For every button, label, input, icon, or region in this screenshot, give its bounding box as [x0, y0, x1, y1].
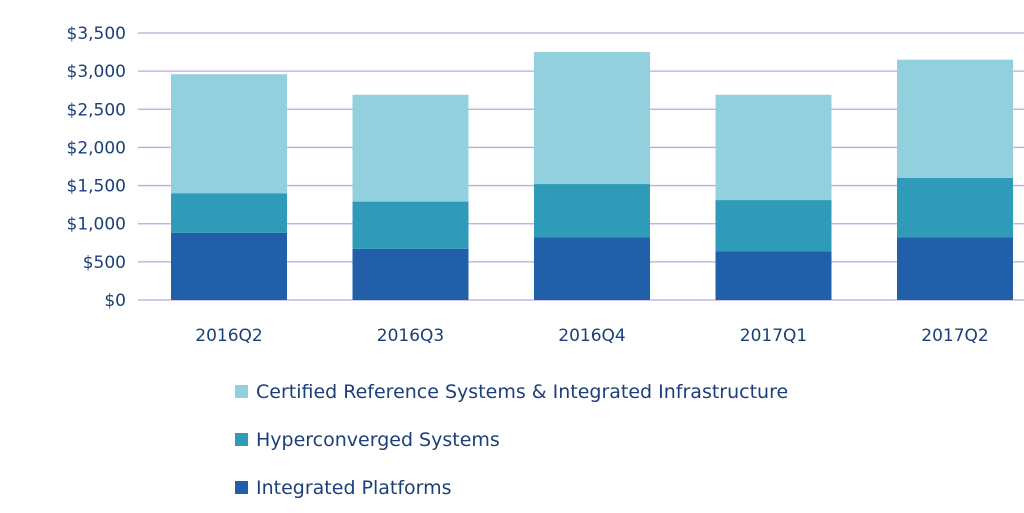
- bar-segment: [352, 94, 469, 202]
- y-tick-label: $1,500: [67, 177, 126, 197]
- bar-segment: [352, 248, 469, 300]
- bar-segment: [171, 74, 287, 194]
- bar-segment: [897, 59, 1013, 178]
- bar-segment: [715, 94, 832, 201]
- y-tick-label: $500: [83, 253, 126, 273]
- y-tick-label: $0: [104, 291, 126, 311]
- bar-segment: [897, 237, 1013, 300]
- x-axis: 2016Q2 2016Q3 2016Q4 2017Q1 2017Q2: [195, 326, 988, 346]
- bar-segment: [534, 52, 650, 185]
- bar-segment: [897, 177, 1013, 238]
- legend-swatch: [235, 433, 248, 446]
- legend-item-label: Integrated Platforms: [256, 477, 452, 499]
- y-tick-label: $1,000: [67, 215, 126, 235]
- legend: Certified Reference Systems & Integrated…: [235, 381, 788, 499]
- legend-item-label: Hyperconverged Systems: [256, 429, 500, 451]
- y-tick-label: $3,500: [67, 24, 126, 44]
- legend-item-label: Certified Reference Systems & Integrated…: [256, 381, 788, 403]
- x-tick-label: 2016Q3: [377, 326, 444, 346]
- bar-segment: [715, 200, 832, 252]
- x-tick-label: 2016Q2: [195, 326, 262, 346]
- y-tick-label: $3,000: [67, 62, 126, 82]
- y-tick-label: $2,500: [67, 100, 126, 120]
- x-tick-label: 2016Q4: [558, 326, 625, 346]
- y-axis: $0 $500 $1,000 $1,500 $2,000 $2,500 $3,000 $3,5…: [67, 24, 126, 311]
- y-tick-label: $2,000: [67, 138, 126, 158]
- x-tick-label: 2017Q2: [921, 326, 988, 346]
- legend-swatch: [235, 385, 248, 398]
- bar-segment: [352, 201, 469, 249]
- bar-segment: [171, 193, 287, 233]
- bar-segment: [534, 184, 650, 238]
- bar-segment: [534, 237, 650, 300]
- x-tick-label: 2017Q1: [740, 326, 807, 346]
- bar-segment: [715, 251, 832, 300]
- bars: [171, 52, 1013, 300]
- legend-swatch: [235, 481, 248, 494]
- bar-segment: [171, 232, 287, 300]
